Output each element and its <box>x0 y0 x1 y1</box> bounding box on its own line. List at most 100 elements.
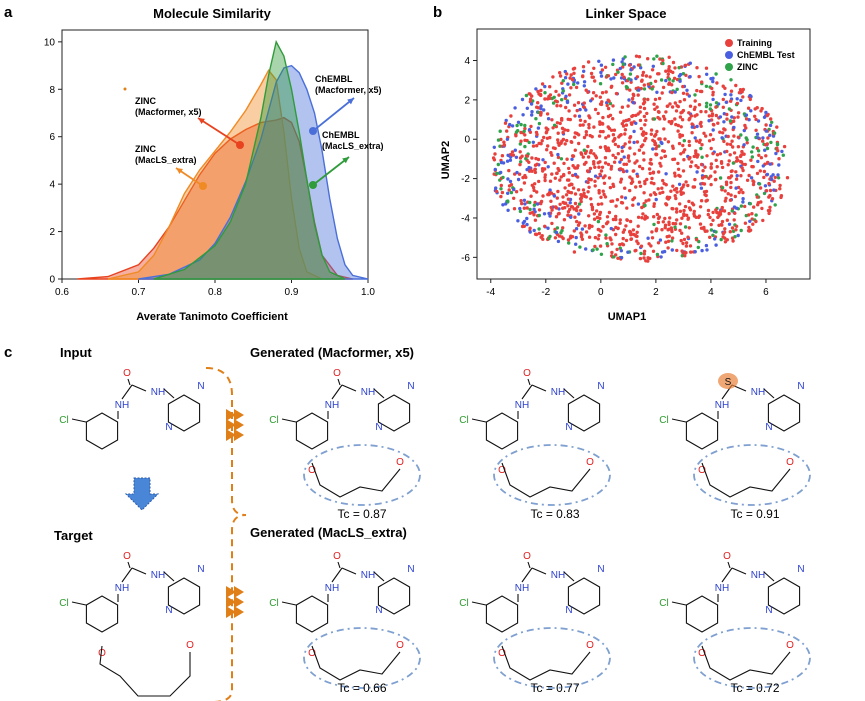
tc-value: Tc = 0.66 <box>337 681 386 695</box>
scatter-point <box>620 105 625 109</box>
scatter-point <box>560 228 564 233</box>
scatter-point <box>682 98 687 102</box>
scatter-point <box>703 193 707 197</box>
scatter-point <box>522 219 527 224</box>
atom-label: Cl <box>269 598 278 609</box>
scatter-point <box>764 129 768 133</box>
scatter-point <box>765 142 769 146</box>
scatter-point <box>756 159 760 164</box>
scatter-point <box>543 175 547 180</box>
scatter-point <box>754 128 758 132</box>
scatter-point <box>642 158 646 162</box>
scatter-point <box>688 75 692 79</box>
scatter-point <box>619 157 624 162</box>
scatter-point <box>700 176 705 180</box>
scatter-point <box>656 187 660 191</box>
scatter-point <box>505 129 509 133</box>
scatter-point <box>756 136 760 140</box>
scatter-point <box>746 229 751 233</box>
scatter-point <box>597 59 601 63</box>
scatter-point <box>592 212 597 216</box>
scatter-point <box>745 138 749 142</box>
scatter-point <box>576 188 581 192</box>
scatter-point <box>513 106 517 110</box>
scatter-point <box>642 256 646 260</box>
scatter-point <box>698 122 702 126</box>
scatter-point <box>587 185 591 189</box>
scatter-point <box>730 115 734 119</box>
scatter-point <box>734 170 738 174</box>
scatter-point <box>695 170 699 174</box>
scatter-point <box>635 230 639 234</box>
scatter-point <box>508 122 512 127</box>
scatter-point <box>603 145 607 149</box>
scatter-point <box>679 187 684 191</box>
atom-label: Cl <box>459 415 468 426</box>
molecule: Cl NH O NH N N O O <box>269 368 421 506</box>
scatter-point <box>515 170 519 175</box>
scatter-point <box>694 164 698 168</box>
scatter-point <box>627 98 631 102</box>
scatter-point <box>732 119 736 124</box>
scatter-point <box>641 143 645 147</box>
scatter-point <box>581 123 585 127</box>
scatter-point <box>589 197 593 201</box>
bond <box>131 384 147 392</box>
x-tick-label: -2 <box>541 287 550 298</box>
annotation-label: (Macformer, x5) <box>135 107 202 117</box>
scatter-point <box>632 152 637 156</box>
scatter-point <box>735 174 739 178</box>
scatter-point <box>500 154 505 158</box>
scatter-point <box>648 171 652 176</box>
scatter-point <box>618 110 623 114</box>
scatter-point <box>563 76 568 80</box>
scatter-point <box>642 87 647 91</box>
scatter-point <box>586 60 591 64</box>
scatter-point <box>648 75 652 79</box>
scatter-point <box>659 164 663 168</box>
bond <box>341 567 357 575</box>
down-arrow-icon <box>124 477 160 511</box>
scatter-point <box>660 228 664 232</box>
scatter-point <box>692 107 697 112</box>
tc-value: Tc = 0.83 <box>530 507 579 521</box>
scatter-point <box>631 232 636 237</box>
scatter-point <box>493 152 497 156</box>
scatter-point <box>506 177 510 181</box>
scatter-point <box>718 152 723 156</box>
scatter-point <box>664 202 668 206</box>
scatter-point <box>749 176 754 180</box>
tc-value: Tc = 0.77 <box>530 681 579 695</box>
scatter-point <box>682 139 686 143</box>
atom-label: Cl <box>659 598 668 609</box>
scatter-point <box>537 179 541 184</box>
scatter-point <box>612 160 617 164</box>
scatter-point <box>628 72 633 76</box>
panel-label-a: a <box>4 4 13 21</box>
scatter-point <box>664 78 668 83</box>
scatter-point <box>713 178 718 182</box>
scatter-point <box>714 158 718 162</box>
scatter-point <box>681 84 685 89</box>
atom-label: O <box>98 648 106 659</box>
scatter-point <box>570 205 575 209</box>
scatter-point <box>543 84 547 89</box>
scatter-point <box>666 104 670 108</box>
scatter-point <box>627 159 631 163</box>
scatter-point <box>584 130 588 134</box>
scatter-point <box>636 224 640 228</box>
scatter-point <box>720 136 724 140</box>
scatter-point <box>693 250 697 254</box>
scatter-point <box>725 142 729 146</box>
scatter-point <box>625 86 629 90</box>
scatter-point <box>758 169 762 173</box>
scatter-point <box>570 157 574 161</box>
scatter-point <box>663 226 667 230</box>
scatter-point <box>725 112 729 117</box>
scatter-point <box>659 255 663 259</box>
scatter-point <box>662 181 666 186</box>
scatter-point <box>542 108 546 112</box>
scatter-point <box>576 175 580 179</box>
scatter-point <box>729 78 733 82</box>
scatter-point <box>616 256 620 260</box>
